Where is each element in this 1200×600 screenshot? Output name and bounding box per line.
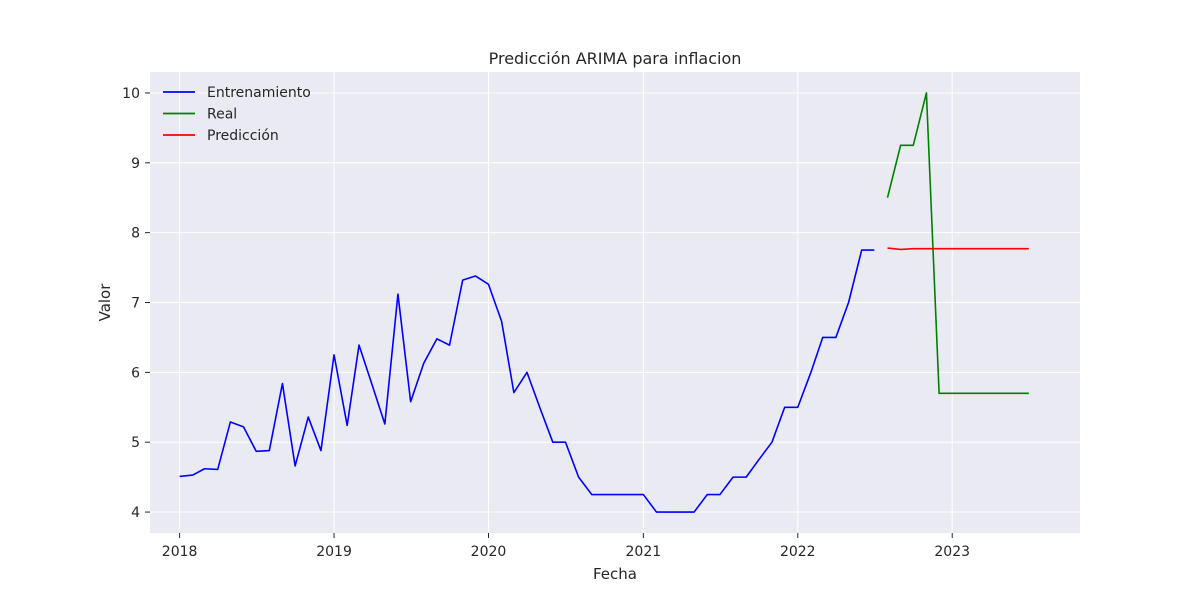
legend-label: Real <box>207 107 237 123</box>
x-tick-label: 2020 <box>471 544 507 560</box>
x-tick-label: 2022 <box>780 544 816 560</box>
x-tick-label: 2021 <box>626 544 662 560</box>
y-axis-label: Valor <box>96 283 114 322</box>
y-tick-label: 9 <box>131 156 140 172</box>
ticks: 2018 2019 2020 2021 2022 2023 4 5 6 7 8 9 10 <box>122 86 970 560</box>
y-tick-label: 8 <box>131 226 140 242</box>
grid <box>150 72 1080 533</box>
y-tick-label: 4 <box>131 505 140 521</box>
y-tick-label: 10 <box>122 86 140 102</box>
y-tick-label: 7 <box>131 296 140 312</box>
y-tick-label: 5 <box>131 435 140 451</box>
x-axis-label: Fecha <box>593 565 637 583</box>
series-line-0 <box>179 249 875 513</box>
x-tick-label: 2023 <box>934 544 970 560</box>
legend-label: Entrenamiento <box>207 85 311 101</box>
x-tick-label: 2018 <box>162 544 198 560</box>
chart-title: Predicción ARIMA para inflacion <box>489 49 742 68</box>
series-group <box>179 92 1029 513</box>
legend-label: Predicción <box>207 128 279 144</box>
x-tick-label: 2019 <box>316 544 352 560</box>
series-line-1 <box>886 92 1029 395</box>
legend: Entrenamiento Real Predicción <box>163 85 311 144</box>
y-tick-label: 6 <box>131 365 140 381</box>
series-line-2 <box>887 247 1029 251</box>
